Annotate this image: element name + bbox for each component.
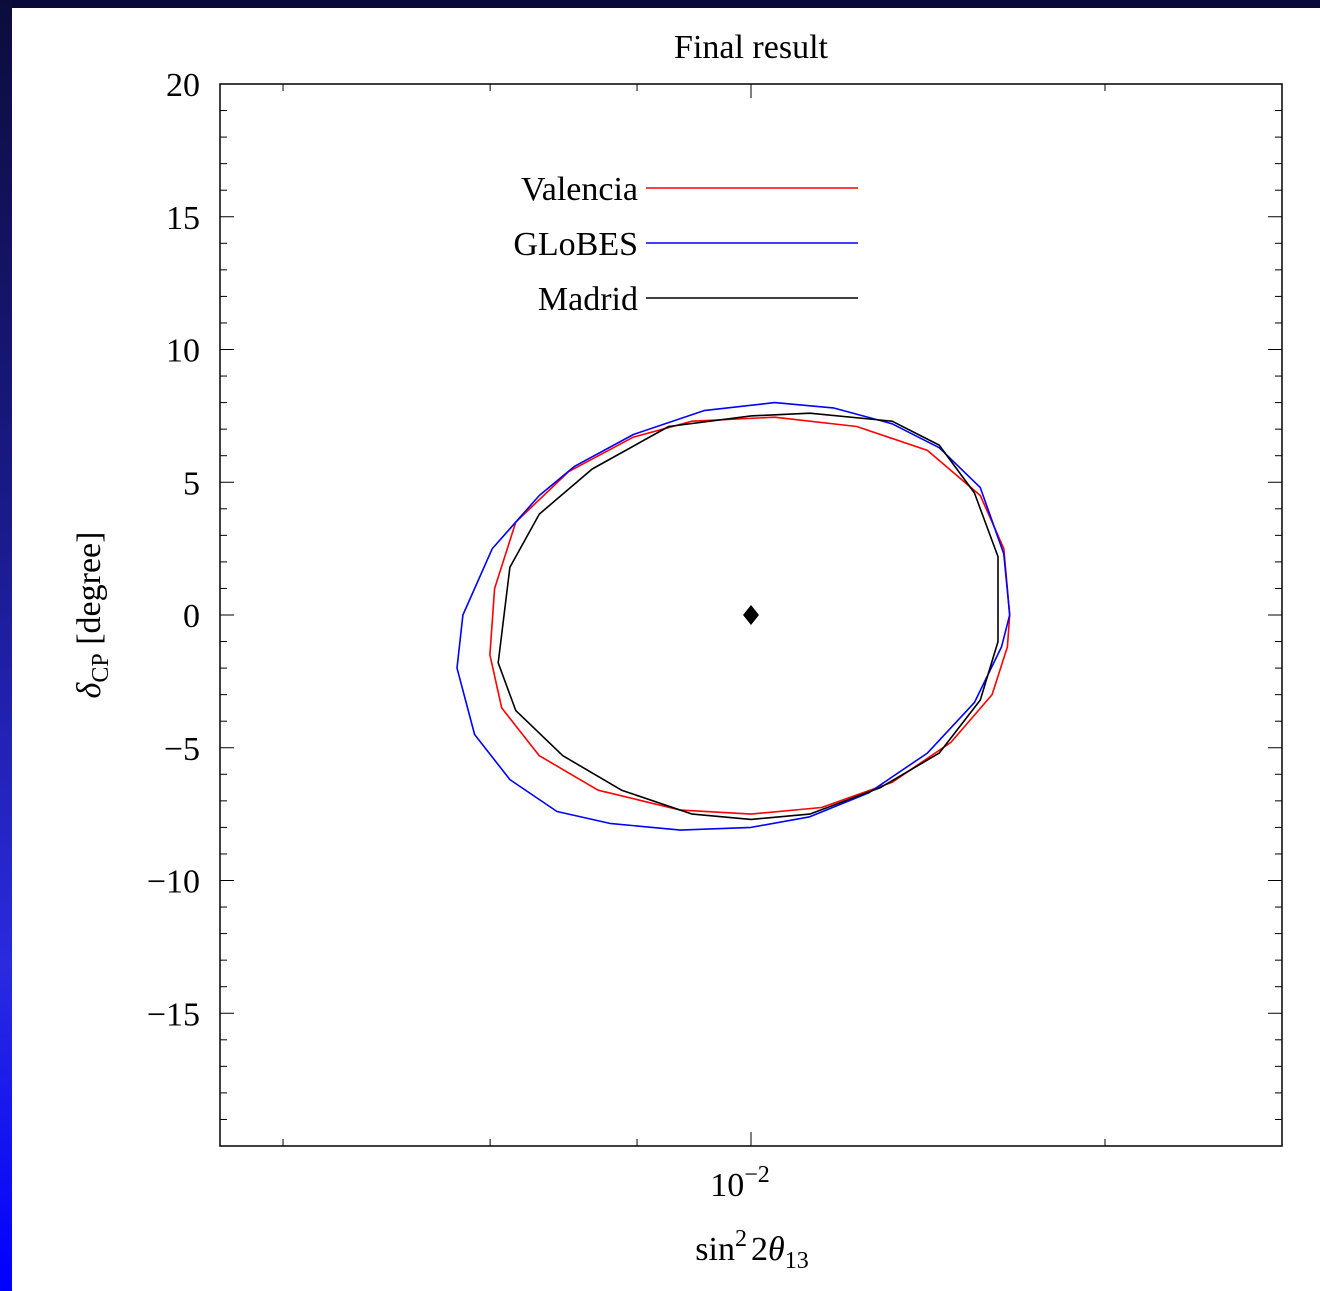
- y-tick-label: −5: [164, 731, 200, 768]
- chart-title: Final result: [674, 29, 828, 66]
- x-axis-ticks: [282, 84, 1106, 1146]
- best-fit-point: [743, 605, 759, 625]
- legend: Valencia GLoBES Madrid: [513, 171, 858, 318]
- legend-label-madrid: Madrid: [538, 281, 638, 318]
- x-axis-title: sin2 2θ13: [695, 1226, 808, 1274]
- legend-label-globes: GLoBES: [513, 226, 638, 263]
- y-axis-ticks: 20 15 10 5 0 −5 −10 −15: [147, 67, 1282, 1120]
- y-tick-label: 20: [166, 67, 200, 104]
- y-tick-label: 15: [166, 200, 200, 237]
- y-axis-title: δCP [degree]: [71, 532, 114, 699]
- series-globes-contour: [456, 401, 1011, 831]
- legend-label-valencia: Valencia: [521, 171, 638, 208]
- x-tick-label: 10−2: [710, 1162, 770, 1204]
- slide-left-bar: [0, 0, 12, 1291]
- y-tick-label: 5: [183, 465, 200, 502]
- y-tick-label: 10: [166, 333, 200, 370]
- slide-top-bar: [0, 0, 1320, 8]
- y-tick-label: 0: [183, 598, 200, 635]
- series-madrid-contour: [497, 412, 999, 821]
- y-tick-label: −10: [147, 864, 200, 901]
- series-contours: [456, 401, 1011, 831]
- y-tick-label: −15: [147, 996, 200, 1033]
